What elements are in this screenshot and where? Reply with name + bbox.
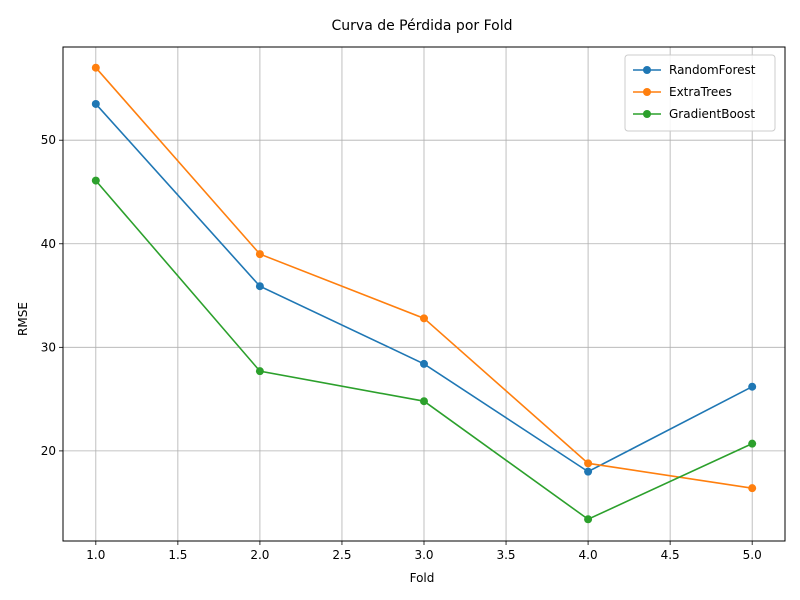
legend-label: ExtraTrees (669, 85, 732, 99)
series-layer (91, 63, 757, 524)
legend-item: ExtraTrees (633, 85, 732, 99)
x-tick-label: 4.5 (661, 548, 680, 562)
y-tick-label: 30 (41, 340, 56, 354)
legend: RandomForest ExtraTrees GradientBoost (624, 54, 776, 132)
x-tick-label: 2.5 (332, 548, 351, 562)
x-tick-label: 3.5 (496, 548, 515, 562)
legend-box (624, 54, 776, 132)
series-randomforest (91, 99, 757, 476)
legend-marker (643, 110, 651, 118)
legend-label: RandomForest (669, 63, 756, 77)
y-axis-label: RMSE (16, 302, 30, 336)
legend-label: GradientBoost (669, 107, 755, 121)
data-point (91, 99, 100, 108)
data-point (748, 484, 757, 493)
x-tick-label: 3.0 (414, 548, 433, 562)
legend-item: GradientBoost (633, 107, 755, 121)
data-point (420, 314, 428, 323)
legend-marker (643, 88, 651, 96)
data-point (584, 467, 593, 476)
x-tick-label: 2.0 (250, 548, 269, 562)
data-point (255, 282, 264, 291)
data-point (420, 359, 428, 368)
legend-item: RandomForest (633, 63, 756, 77)
x-tick-label: 1.5 (168, 548, 187, 562)
x-tick-label: 4.0 (579, 548, 598, 562)
x-axis-label: Fold (410, 571, 435, 585)
data-point (91, 63, 100, 72)
data-point (584, 515, 593, 524)
chart-title: Curva de Pérdida por Fold (332, 18, 513, 34)
x-tick-label: 1.0 (86, 548, 105, 562)
data-point (255, 367, 264, 376)
x-axis: 1.0 1.5 2.0 2.5 3.0 3.5 4.0 4.5 5.0 (86, 541, 762, 562)
x-tick-label: 5.0 (743, 548, 762, 562)
data-point (748, 439, 757, 448)
y-tick-label: 50 (41, 133, 56, 147)
y-axis: 20 30 40 50 (41, 133, 63, 458)
data-point (91, 176, 100, 185)
data-point (255, 250, 264, 259)
y-tick-label: 20 (41, 444, 56, 458)
series-extratrees (91, 63, 757, 493)
data-point (420, 397, 428, 406)
y-tick-label: 40 (41, 237, 56, 251)
data-point (748, 382, 757, 391)
series-gradientboost (91, 176, 757, 524)
data-point (584, 459, 593, 468)
legend-marker (643, 66, 651, 74)
